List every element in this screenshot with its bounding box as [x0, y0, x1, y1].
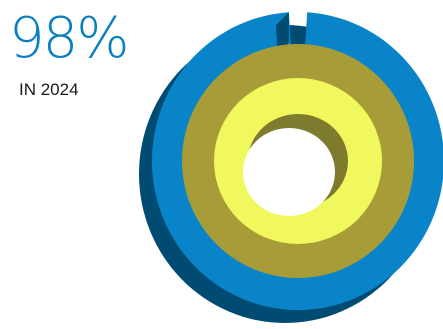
stat-percentage: 98% [9, 6, 129, 71]
stat-year-caption: IN 2024 [19, 80, 79, 99]
center-hole [243, 128, 335, 216]
